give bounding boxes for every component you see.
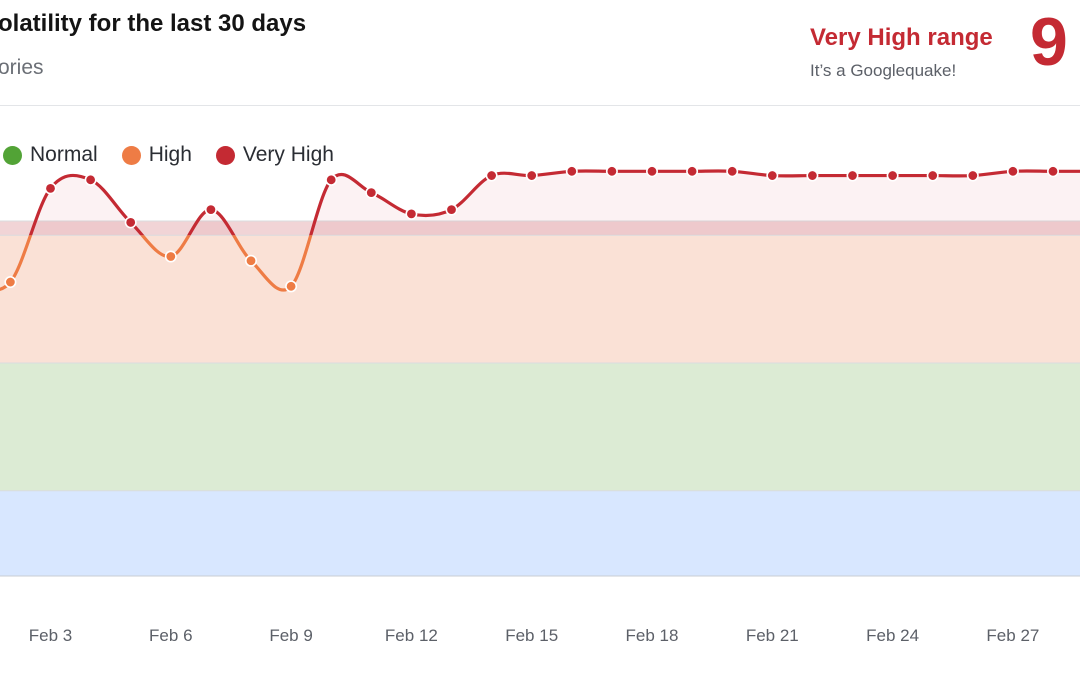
x-tick-label: Feb 24 [866, 626, 919, 645]
data-point [525, 169, 538, 182]
series-line-high [0, 235, 313, 292]
x-tick-label: Feb 9 [269, 626, 312, 645]
data-point [886, 169, 899, 182]
x-tick-label: Feb 12 [385, 626, 438, 645]
chart-title: olatility for the last 30 days [0, 10, 307, 37]
data-point [1006, 165, 1019, 178]
x-tick-label: Feb 15 [505, 626, 558, 645]
data-point [605, 165, 618, 178]
x-tick-label: Feb 27 [986, 626, 1039, 645]
data-point [44, 182, 57, 195]
data-point [926, 169, 939, 182]
data-point [245, 254, 258, 267]
band-low [0, 490, 1080, 576]
data-point [84, 173, 97, 186]
legend-dot-normal [3, 145, 22, 165]
volatility-score: 9 [1030, 4, 1068, 80]
data-point [846, 169, 859, 182]
data-point [325, 173, 338, 186]
data-point [645, 165, 658, 178]
band-very-high [0, 221, 1080, 236]
data-point [164, 250, 177, 263]
x-tick-label: Feb 21 [746, 626, 799, 645]
x-tick-label: Feb 18 [626, 626, 679, 645]
range-description: It’s a Googlequake! [810, 61, 957, 80]
data-point [445, 203, 458, 216]
legend-item-high[interactable]: High [121, 143, 192, 167]
x-tick-label: Feb 6 [149, 626, 192, 645]
data-point [686, 165, 699, 178]
range-label: Very High range [810, 24, 993, 51]
chart-subtitle: ories [0, 56, 44, 79]
legend-label-high: High [148, 143, 192, 166]
data-point [1047, 165, 1060, 178]
data-point [565, 165, 578, 178]
header-divider [0, 105, 1080, 106]
data-point [726, 165, 739, 178]
series-area [30, 170, 1080, 236]
data-point [285, 280, 298, 293]
data-point [4, 276, 17, 289]
data-point [365, 186, 378, 199]
legend-dot-high [121, 145, 141, 165]
data-point [124, 216, 137, 229]
data-point [204, 203, 217, 216]
legend-label-normal: Normal [30, 143, 98, 166]
legend-label-very-high: Very High [242, 143, 334, 166]
data-point [766, 169, 779, 182]
band-high [0, 235, 1080, 363]
band-normal [0, 363, 1080, 491]
data-point [966, 169, 979, 182]
legend-item-normal[interactable]: Normal [0, 143, 98, 167]
data-point [405, 207, 418, 220]
legend-item-very-high[interactable]: Very High [215, 143, 334, 167]
chart-legend: Normal High Very High [0, 143, 358, 167]
data-point [806, 169, 819, 182]
legend-dot-very-high [215, 145, 235, 165]
data-point [485, 169, 498, 182]
x-tick-label: Feb 3 [29, 626, 72, 645]
